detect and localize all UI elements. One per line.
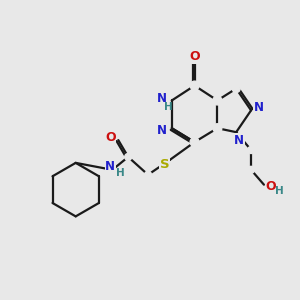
Circle shape <box>125 154 132 160</box>
Text: H: H <box>116 168 125 178</box>
Circle shape <box>248 146 254 154</box>
Text: N: N <box>157 124 167 137</box>
Circle shape <box>213 96 222 105</box>
Circle shape <box>232 85 240 92</box>
Text: H: H <box>164 102 173 112</box>
Text: N: N <box>105 160 116 173</box>
Circle shape <box>213 124 222 133</box>
Circle shape <box>145 171 152 178</box>
Text: N: N <box>254 101 264 114</box>
Text: N: N <box>157 92 167 105</box>
Circle shape <box>190 81 199 90</box>
Text: N: N <box>234 134 244 147</box>
Circle shape <box>190 138 199 146</box>
Text: O: O <box>105 130 116 144</box>
Circle shape <box>248 166 254 173</box>
Text: H: H <box>275 186 284 196</box>
Text: O: O <box>189 50 200 63</box>
Text: S: S <box>160 158 170 171</box>
Text: O: O <box>266 180 276 193</box>
